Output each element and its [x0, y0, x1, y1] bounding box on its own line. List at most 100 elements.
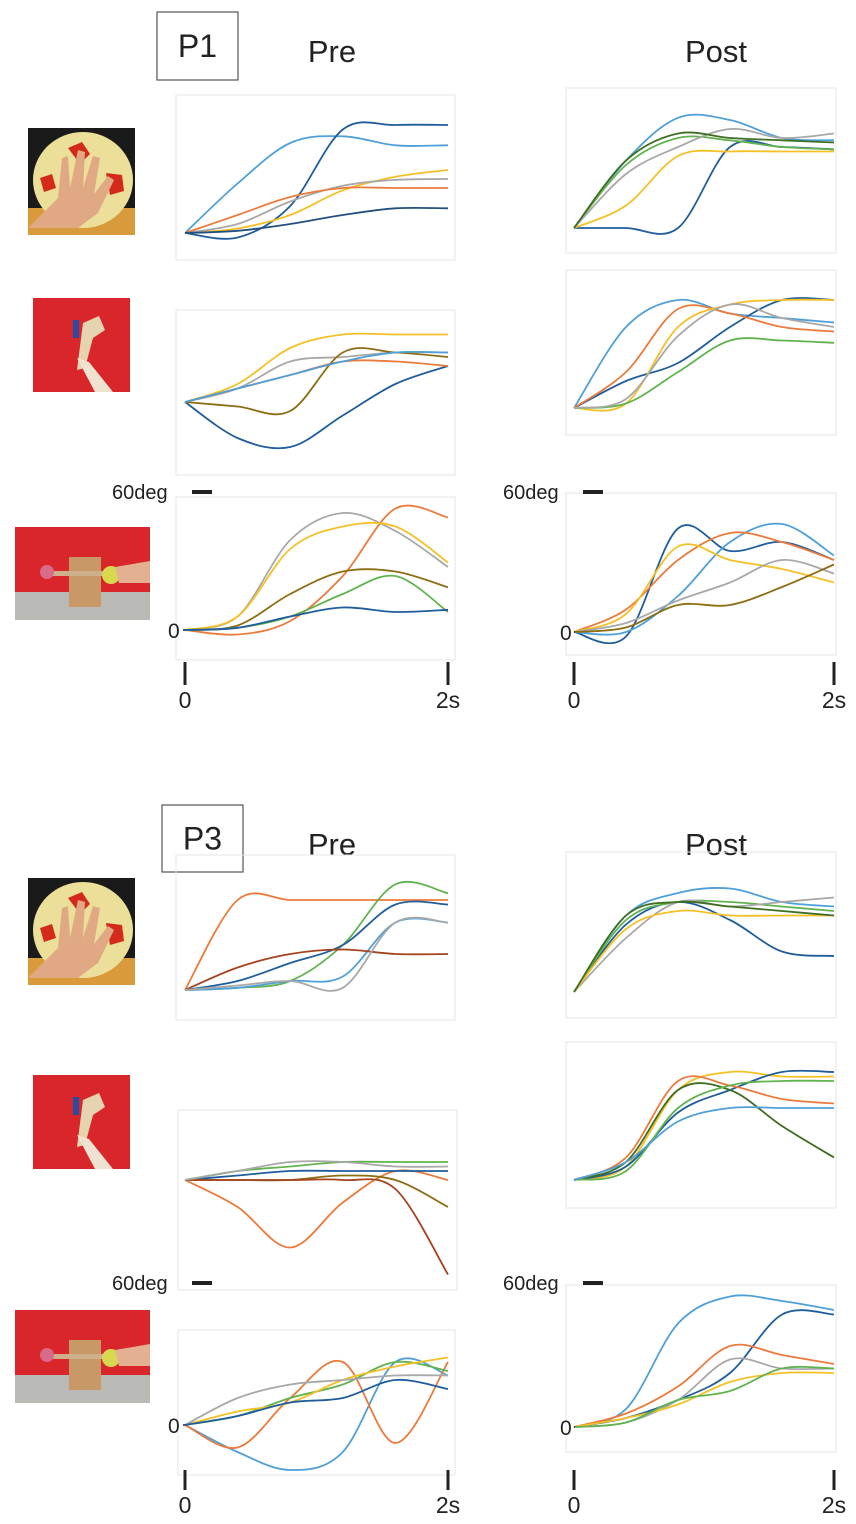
- angle-trace: [573, 1075, 835, 1181]
- task-photo: [28, 128, 135, 235]
- angle-trace: [573, 337, 835, 409]
- zero-label: 0: [168, 620, 180, 643]
- zero-label: 0: [168, 1415, 180, 1438]
- angle-trace: [184, 169, 449, 234]
- angle-trace: [573, 1069, 835, 1181]
- angle-trace: [573, 1079, 835, 1181]
- angle-trace: [574, 140, 835, 235]
- angle-trace: [573, 113, 835, 229]
- angle-trace: [573, 303, 835, 409]
- angle-trace: [573, 543, 835, 633]
- angle-trace: [184, 880, 449, 991]
- angle-trace: [184, 365, 449, 450]
- scale-label: 60deg: [112, 1273, 168, 1295]
- x-tick-label: 0: [568, 687, 581, 713]
- angle-trace: [184, 1357, 449, 1471]
- angle-trace: [184, 521, 449, 631]
- x-tick-label: 0: [179, 1492, 192, 1518]
- angle-trace: [184, 350, 449, 403]
- scale-label: 60deg: [503, 1273, 559, 1295]
- angle-trace: [573, 899, 835, 993]
- angle-trace: [184, 1374, 449, 1426]
- angle-trace: [573, 531, 835, 633]
- angle-trace: [184, 206, 449, 234]
- panel-frame: [175, 309, 456, 476]
- figure-label-box: [161, 804, 244, 873]
- panel-frame: [565, 851, 837, 1019]
- angle-trace: [184, 351, 449, 403]
- angle-trace: [573, 297, 835, 409]
- angle-trace: [184, 568, 449, 631]
- angle-trace: [184, 948, 449, 991]
- angle-trace: [185, 1178, 449, 1275]
- panel-frame: [565, 1041, 837, 1209]
- angle-trace: [184, 1169, 448, 1181]
- x-tick-label: 2s: [436, 1492, 460, 1518]
- panel-frame: [175, 854, 456, 1021]
- task-photo: [33, 298, 130, 392]
- scale-label: 60deg: [503, 482, 559, 504]
- angle-trace: [573, 563, 835, 633]
- angle-trace: [184, 332, 448, 403]
- angle-trace: [573, 900, 835, 993]
- panel-frame: [175, 94, 456, 261]
- x-tick-label: 0: [179, 687, 192, 713]
- angle-trace: [184, 121, 449, 240]
- angle-trace: [573, 1106, 834, 1181]
- x-tick-label: 2s: [822, 687, 846, 713]
- panel-frame: [565, 492, 837, 656]
- angle-trace: [184, 186, 448, 234]
- angle-trace: [184, 916, 449, 992]
- angle-trace: [573, 1082, 835, 1181]
- panel-frame: [565, 1284, 837, 1453]
- figure-label-box: [156, 11, 239, 81]
- angle-trace: [573, 909, 834, 993]
- column-title: Post: [685, 34, 747, 69]
- angle-trace: [184, 1169, 449, 1249]
- angle-trace: [184, 892, 448, 991]
- x-tick-label: 2s: [436, 687, 460, 713]
- angle-trace: [573, 149, 834, 229]
- angle-trace: [184, 900, 449, 991]
- angle-trace: [573, 901, 835, 993]
- angle-trace: [184, 1160, 449, 1181]
- angle-trace: [184, 1356, 449, 1426]
- angle-trace: [573, 131, 835, 229]
- angle-trace: [184, 135, 449, 234]
- angle-trace: [184, 606, 449, 631]
- panel-frame: [177, 1329, 456, 1476]
- angle-trace: [573, 559, 835, 633]
- panel-frame: [565, 269, 837, 436]
- task-photo: [15, 527, 150, 620]
- angle-trace: [573, 522, 835, 636]
- task-photo: [28, 878, 135, 985]
- angle-trace: [573, 1070, 835, 1181]
- figure-label: P1: [178, 28, 217, 64]
- task-photo: [33, 1075, 130, 1169]
- x-tick-label: 0: [568, 1492, 581, 1518]
- zero-label: 0: [560, 1417, 572, 1440]
- task-photo: [15, 1310, 150, 1403]
- column-title: Post: [685, 827, 747, 862]
- angle-trace: [573, 1365, 835, 1428]
- angle-trace: [573, 135, 835, 229]
- angle-trace: [573, 304, 835, 409]
- angle-trace: [573, 128, 835, 229]
- zero-label: 0: [560, 622, 572, 645]
- panel-frame: [177, 1109, 458, 1291]
- angle-trace: [184, 178, 449, 234]
- x-tick-label: 2s: [822, 1492, 846, 1518]
- angle-trace: [573, 896, 835, 993]
- angle-trace: [573, 1294, 835, 1428]
- angle-trace: [184, 504, 449, 636]
- figure-label: P3: [183, 821, 222, 857]
- scale-label: 60deg: [112, 482, 168, 504]
- column-title: Pre: [308, 827, 356, 862]
- column-title: Pre: [308, 34, 356, 69]
- angle-trace: [184, 1359, 449, 1449]
- panel-frame: [175, 496, 456, 661]
- angle-trace: [184, 1378, 449, 1426]
- angle-trace: [573, 1371, 835, 1428]
- panel-frame: [565, 87, 837, 254]
